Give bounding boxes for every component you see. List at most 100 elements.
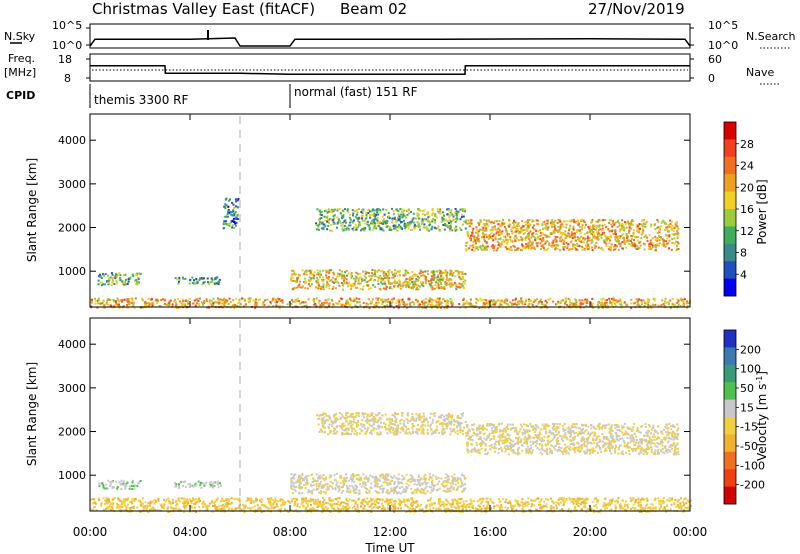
echo-cell	[296, 299, 299, 302]
echo-cell	[540, 301, 543, 304]
echo-cell	[94, 297, 96, 300]
echo-cell	[396, 429, 399, 432]
echo-cell	[562, 241, 565, 244]
echo-cell	[369, 302, 372, 305]
echo-cell	[442, 422, 445, 425]
echo-cell	[405, 306, 408, 309]
echo-cell	[435, 216, 438, 219]
echo-cell	[376, 224, 379, 227]
echo-cell	[450, 300, 452, 303]
echo-cell	[431, 303, 434, 306]
echo-cell	[210, 305, 213, 308]
echo-cell	[290, 302, 293, 305]
echo-cell	[234, 211, 237, 214]
echo-cell	[147, 302, 150, 305]
echo-cell	[348, 216, 351, 219]
echo-cell	[329, 429, 332, 432]
echo-cell	[431, 225, 434, 228]
echo-cell	[539, 232, 542, 234]
echo-cell	[565, 300, 567, 303]
echo-cell	[141, 297, 144, 300]
echo-cell	[419, 478, 422, 481]
echo-cell	[351, 477, 354, 480]
echo-cell	[387, 478, 390, 481]
echo-cell	[372, 223, 375, 226]
echo-cell	[402, 427, 405, 430]
echo-cell	[443, 480, 446, 482]
echo-cell	[492, 239, 495, 242]
echo-cell	[461, 283, 464, 285]
echo-cell	[495, 232, 498, 235]
echo-cell	[388, 228, 391, 231]
echo-cell	[347, 415, 349, 418]
date-label: 27/Nov/2019	[588, 0, 685, 18]
echo-cell	[373, 480, 376, 483]
echo-cell	[404, 432, 407, 435]
echo-cell	[551, 244, 554, 247]
echo-cell	[462, 302, 465, 305]
echo-cell	[426, 227, 429, 230]
echo-cell	[447, 478, 450, 481]
echo-cell	[361, 209, 364, 212]
echo-cell	[499, 225, 502, 228]
echo-cell	[345, 417, 348, 419]
echo-cell	[414, 285, 417, 287]
echo-cell	[225, 204, 228, 207]
echo-cell	[368, 419, 371, 422]
echo-cell	[349, 303, 352, 306]
echo-cell	[462, 298, 465, 301]
echo-cell	[214, 278, 216, 281]
echo-cell	[106, 487, 109, 490]
echo-cell	[311, 283, 313, 286]
echo-cell	[465, 431, 467, 434]
echo-cell	[621, 228, 624, 231]
echo-cell	[474, 237, 477, 240]
echo-cell	[369, 486, 372, 489]
echo-cell	[347, 272, 350, 275]
echo-cell	[317, 475, 320, 478]
echo-cell	[524, 220, 527, 223]
echo-cell	[505, 441, 507, 444]
echo-cell	[394, 430, 397, 433]
echo-cell	[134, 297, 137, 300]
echo-cell	[580, 439, 583, 442]
echo-cell	[607, 248, 610, 251]
echo-cell	[520, 238, 523, 241]
echo-cell	[381, 303, 384, 306]
echo-cell	[571, 234, 574, 237]
echo-cell	[443, 431, 446, 434]
echo-cell	[370, 221, 373, 223]
echo-cell	[376, 431, 379, 434]
echo-cell	[403, 281, 406, 283]
echo-cell	[397, 213, 400, 216]
echo-cell	[307, 491, 310, 494]
echo-cell	[404, 490, 407, 493]
echo-cell	[352, 473, 355, 476]
echo-cell	[213, 481, 216, 484]
echo-cell	[194, 484, 197, 487]
echo-cell	[499, 304, 502, 307]
echo-cell	[118, 278, 121, 281]
echo-cell	[631, 241, 633, 244]
echo-cell	[403, 488, 406, 491]
echo-cell	[603, 242, 606, 245]
echo-cell	[491, 235, 494, 237]
echo-cell	[317, 281, 320, 284]
echo-cell	[405, 285, 408, 288]
echo-cell	[395, 433, 398, 436]
echo-cell	[441, 429, 444, 432]
echo-cell	[618, 230, 621, 233]
echo-cell	[551, 452, 554, 455]
echo-cell	[103, 306, 106, 309]
echo-cell	[422, 424, 425, 427]
echo-cell	[374, 275, 377, 278]
echo-cell	[426, 220, 429, 222]
echo-cell	[618, 239, 620, 242]
echo-cell	[583, 233, 586, 236]
echo-cell	[305, 475, 308, 478]
echo-cell	[619, 242, 622, 245]
echo-cell	[393, 483, 396, 485]
echo-cell	[497, 227, 500, 230]
echo-cell	[369, 210, 371, 213]
echo-cell	[332, 221, 335, 224]
